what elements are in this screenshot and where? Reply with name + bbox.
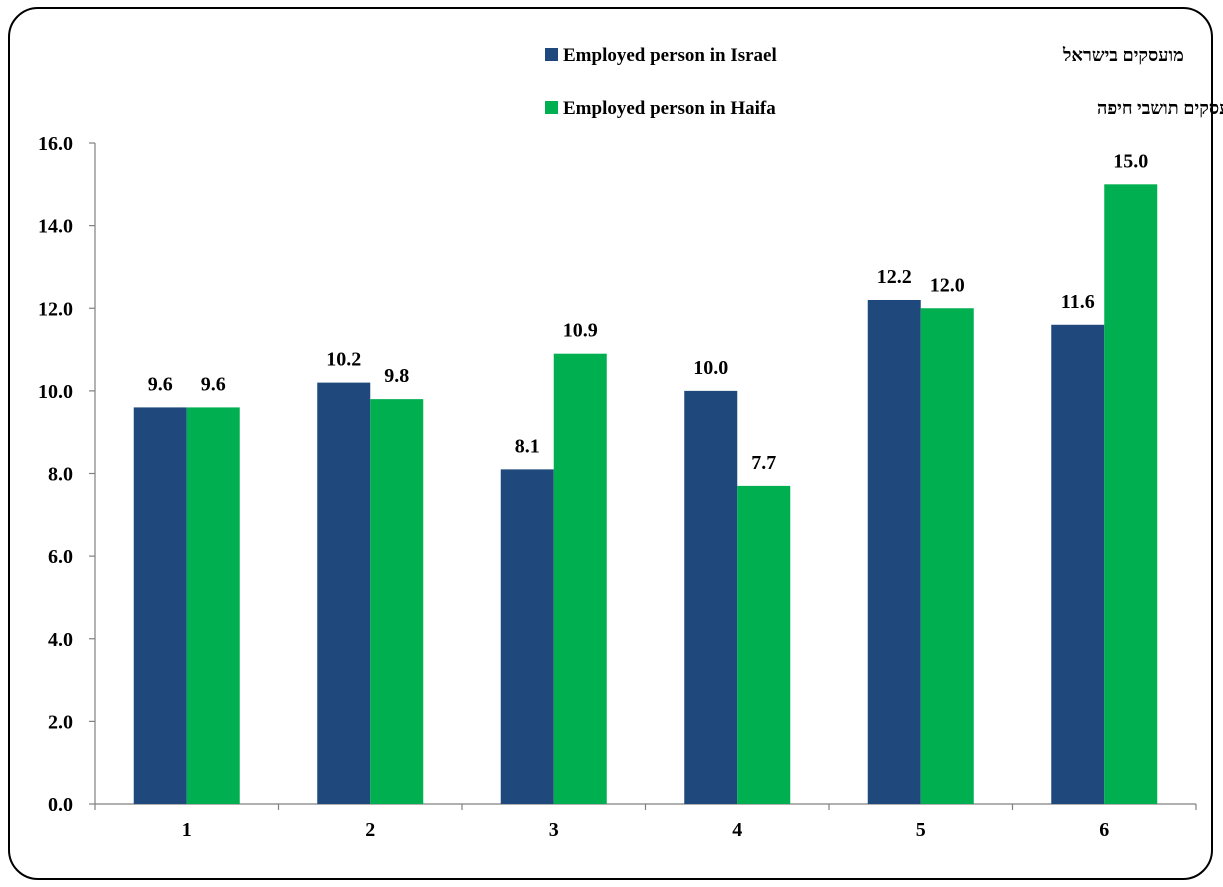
data-label-israel: 10.2 xyxy=(326,349,361,371)
y-tick-label: 14.0 xyxy=(38,216,73,238)
bar-israel xyxy=(317,383,370,804)
data-label-haifa: 9.6 xyxy=(201,373,226,395)
legend-label-israel: Employed person in Israel xyxy=(563,45,777,66)
data-label-haifa: 10.9 xyxy=(563,320,598,342)
x-tick-label: 4 xyxy=(732,819,742,841)
x-tick-label: 3 xyxy=(549,819,559,841)
bar-israel xyxy=(684,391,737,804)
bars xyxy=(134,184,1158,804)
bar-haifa xyxy=(737,486,790,804)
legend-label-haifa-hebrew: מועסקים תושבי חיפה xyxy=(1097,98,1223,118)
bar-haifa xyxy=(1104,184,1157,804)
data-label-israel: 12.2 xyxy=(877,266,912,288)
data-label-israel: 11.6 xyxy=(1061,291,1095,313)
x-tick-label: 1 xyxy=(182,819,192,841)
y-tick-label: 4.0 xyxy=(48,629,73,651)
legend-entry-haifa: Employed person in Haifa מועסקים תושבי ח… xyxy=(545,98,1223,119)
legend: Employed person in Israel מועסקים בישראל… xyxy=(545,45,1223,119)
x-tick-label: 2 xyxy=(365,819,375,841)
y-tick-label: 6.0 xyxy=(48,546,73,568)
y-tick-label: 0.0 xyxy=(48,794,73,816)
y-tick-label: 12.0 xyxy=(38,298,73,320)
legend-label-israel-hebrew: מועסקים בישראל xyxy=(1062,45,1184,65)
bar-israel xyxy=(134,407,187,804)
bar-israel xyxy=(501,469,554,804)
x-tick-label: 6 xyxy=(1099,819,1109,841)
data-label-haifa: 12.0 xyxy=(930,274,965,296)
data-label-israel: 8.1 xyxy=(515,435,540,457)
y-tick-label: 16.0 xyxy=(38,133,73,155)
bar-israel xyxy=(868,300,921,804)
data-labels: 9.6 9.6 10.2 9.8 8.1 10.9 10.0 7.7 12.2 12.0 11.6 1… xyxy=(148,150,1149,474)
legend-entry-israel: Employed person in Israel מועסקים בישראל xyxy=(545,45,1184,66)
y-tick-label: 10.0 xyxy=(38,381,73,403)
data-label-haifa: 9.8 xyxy=(384,365,409,387)
bar-haifa xyxy=(370,399,423,804)
data-label-haifa: 7.7 xyxy=(751,452,776,474)
data-label-haifa: 15.0 xyxy=(1113,150,1148,172)
bar-israel xyxy=(1051,325,1104,804)
legend-swatch-haifa xyxy=(545,101,558,114)
bar-haifa xyxy=(921,308,974,804)
legend-swatch-israel xyxy=(545,48,558,61)
bar-haifa xyxy=(187,407,240,804)
y-tick-label: 8.0 xyxy=(48,464,73,486)
data-label-israel: 10.0 xyxy=(693,357,728,379)
data-label-israel: 9.6 xyxy=(148,373,173,395)
legend-label-haifa: Employed person in Haifa xyxy=(563,98,776,119)
bar-haifa xyxy=(554,354,607,804)
y-tick-label: 2.0 xyxy=(48,711,73,733)
x-tick-label: 5 xyxy=(916,819,926,841)
